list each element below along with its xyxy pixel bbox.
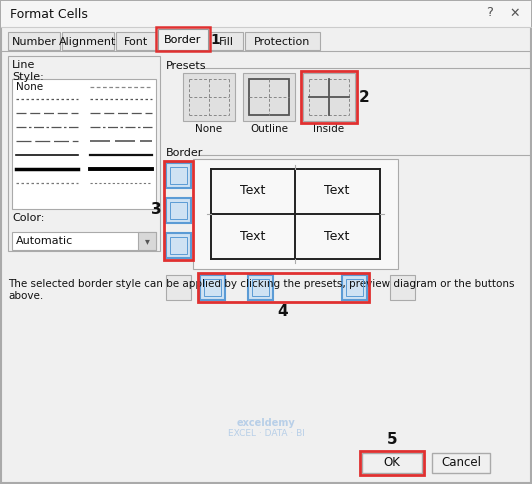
Text: None: None xyxy=(16,82,43,92)
Bar xyxy=(193,159,398,269)
Bar xyxy=(248,275,273,300)
Text: 3: 3 xyxy=(152,202,162,217)
Bar xyxy=(342,275,367,300)
Bar xyxy=(432,453,490,473)
Text: 4: 4 xyxy=(278,304,288,319)
Bar xyxy=(249,79,289,115)
Bar xyxy=(200,275,225,300)
Bar xyxy=(116,32,156,50)
Bar xyxy=(183,73,235,121)
Bar xyxy=(1,1,531,27)
Text: EXCEL · DATA · BI: EXCEL · DATA · BI xyxy=(228,429,304,438)
Bar xyxy=(12,232,156,250)
Bar xyxy=(198,273,369,302)
Bar xyxy=(166,198,191,223)
Text: Border: Border xyxy=(166,148,203,158)
Bar xyxy=(245,32,320,50)
Bar xyxy=(360,451,424,475)
Bar xyxy=(170,202,187,219)
Bar xyxy=(204,279,221,296)
Text: The selected border style can be applied by clicking the presets, preview diagra: The selected border style can be applied… xyxy=(8,279,514,301)
Bar xyxy=(158,29,208,50)
Text: Color:: Color: xyxy=(12,213,44,223)
Text: 5: 5 xyxy=(387,433,397,448)
Text: Format Cells: Format Cells xyxy=(10,7,88,20)
Bar xyxy=(243,73,295,121)
Bar xyxy=(170,167,187,184)
Text: 1: 1 xyxy=(210,33,220,47)
Text: Text: Text xyxy=(240,229,265,242)
Text: 2: 2 xyxy=(359,90,370,105)
Text: Protection: Protection xyxy=(254,37,310,47)
Text: Border: Border xyxy=(164,35,202,45)
Text: Text: Text xyxy=(240,184,265,197)
Bar xyxy=(166,163,191,188)
Text: Font: Font xyxy=(124,37,148,47)
Text: Presets: Presets xyxy=(166,61,206,71)
Text: ?: ? xyxy=(487,6,494,19)
Text: Text: Text xyxy=(325,184,350,197)
Text: ✕: ✕ xyxy=(510,6,520,19)
Text: Line: Line xyxy=(12,60,35,70)
Bar xyxy=(170,237,187,254)
Bar xyxy=(62,32,114,50)
Bar xyxy=(12,79,156,209)
Text: Fill: Fill xyxy=(219,37,234,47)
Bar xyxy=(8,32,60,50)
Text: Cancel: Cancel xyxy=(441,456,481,469)
Bar xyxy=(156,27,210,51)
Text: Outline: Outline xyxy=(250,124,288,134)
Bar xyxy=(8,56,160,251)
Bar xyxy=(362,453,422,473)
Text: None: None xyxy=(195,124,222,134)
Text: Automatic: Automatic xyxy=(16,236,73,246)
Bar xyxy=(390,275,415,300)
Bar xyxy=(138,232,156,250)
Bar xyxy=(210,32,243,50)
Bar xyxy=(166,233,191,258)
Bar xyxy=(164,161,193,260)
Text: ▾: ▾ xyxy=(145,236,149,246)
Text: Inside: Inside xyxy=(313,124,345,134)
Text: Alignment: Alignment xyxy=(59,37,117,47)
Text: Text: Text xyxy=(325,229,350,242)
Text: OK: OK xyxy=(384,456,401,469)
Bar xyxy=(252,279,269,296)
Bar xyxy=(303,73,355,121)
Bar xyxy=(301,71,357,123)
Text: exceldemy: exceldemy xyxy=(237,418,295,428)
Text: Number: Number xyxy=(12,37,56,47)
Bar xyxy=(166,275,191,300)
Text: Style:: Style: xyxy=(12,72,44,82)
Bar xyxy=(346,279,363,296)
